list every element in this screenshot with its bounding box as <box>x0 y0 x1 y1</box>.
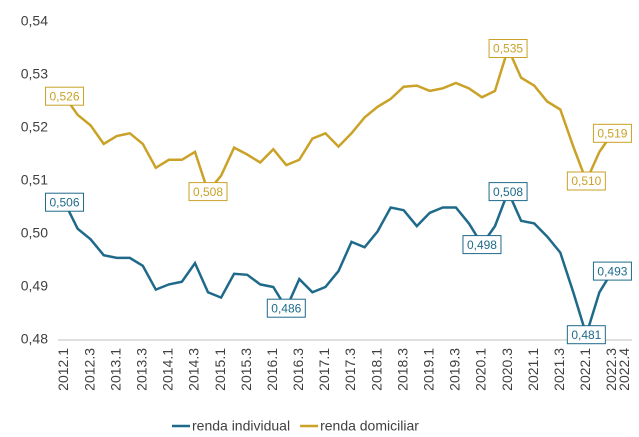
x-tick-label: 2012.1 <box>55 348 71 391</box>
x-tick-label: 2019.3 <box>447 348 463 391</box>
x-tick-label: 2015.3 <box>238 348 254 391</box>
value-label: 0,498 <box>467 238 497 252</box>
value-label: 0,510 <box>571 174 601 188</box>
value-label-box <box>566 171 606 191</box>
x-tick-label: 2017.3 <box>342 348 358 391</box>
y-tick-label: 0,50 <box>21 225 48 241</box>
x-tick-label: 2016.3 <box>290 348 306 391</box>
value-label-box <box>488 182 528 202</box>
x-tick-label: 2013.3 <box>133 348 149 391</box>
value-label-box <box>45 86 85 106</box>
value-label-box <box>462 235 502 255</box>
x-tick-label: 2018.3 <box>394 348 410 391</box>
value-label: 0,526 <box>50 89 80 103</box>
value-label-box <box>266 298 306 318</box>
value-label: 0,506 <box>50 195 80 209</box>
value-label-box <box>188 182 228 202</box>
legend-label: renda individual <box>192 418 290 434</box>
value-label: 0,535 <box>493 42 523 56</box>
y-tick-label: 0,51 <box>21 172 48 188</box>
y-tick-label: 0,52 <box>21 119 48 135</box>
value-label-box <box>566 325 606 345</box>
value-label-box <box>592 261 632 281</box>
legend-label: renda domiciliar <box>320 418 419 434</box>
x-tick-label: 2021.1 <box>525 348 541 391</box>
value-label: 0,493 <box>597 264 627 278</box>
value-label: 0,481 <box>571 328 601 342</box>
x-tick-label: 2013.1 <box>107 348 123 391</box>
x-tick-label: 2019.1 <box>420 348 436 391</box>
x-tick-label: 2021.3 <box>551 348 567 391</box>
series-line <box>63 44 614 195</box>
value-label: 0,508 <box>193 185 223 199</box>
x-tick-label: 2022.3 <box>603 348 619 391</box>
x-tick-label: 2022.4 <box>616 348 632 391</box>
y-tick-label: 0,54 <box>21 13 48 29</box>
x-tick-label: 2022.1 <box>577 348 593 391</box>
value-label-box <box>45 192 85 212</box>
y-tick-label: 0,53 <box>21 66 48 82</box>
value-label-box <box>592 123 632 143</box>
x-tick-label: 2017.1 <box>316 348 332 391</box>
x-tick-label: 2020.3 <box>499 348 515 391</box>
x-tick-label: 2014.1 <box>160 348 176 391</box>
value-label: 0,486 <box>271 301 301 315</box>
x-tick-label: 2018.1 <box>368 348 384 391</box>
value-label-box <box>488 39 528 58</box>
x-tick-label: 2012.3 <box>81 348 97 391</box>
series-line <box>63 188 614 339</box>
x-tick-label: 2015.1 <box>212 348 228 391</box>
x-tick-label: 2014.3 <box>186 348 202 391</box>
value-label: 0,508 <box>493 185 523 199</box>
y-tick-label: 0,48 <box>21 331 48 347</box>
x-tick-label: 2016.1 <box>264 348 280 391</box>
y-tick-label: 0,49 <box>21 278 48 294</box>
value-label: 0,519 <box>597 126 627 140</box>
x-tick-label: 2020.1 <box>473 348 489 391</box>
